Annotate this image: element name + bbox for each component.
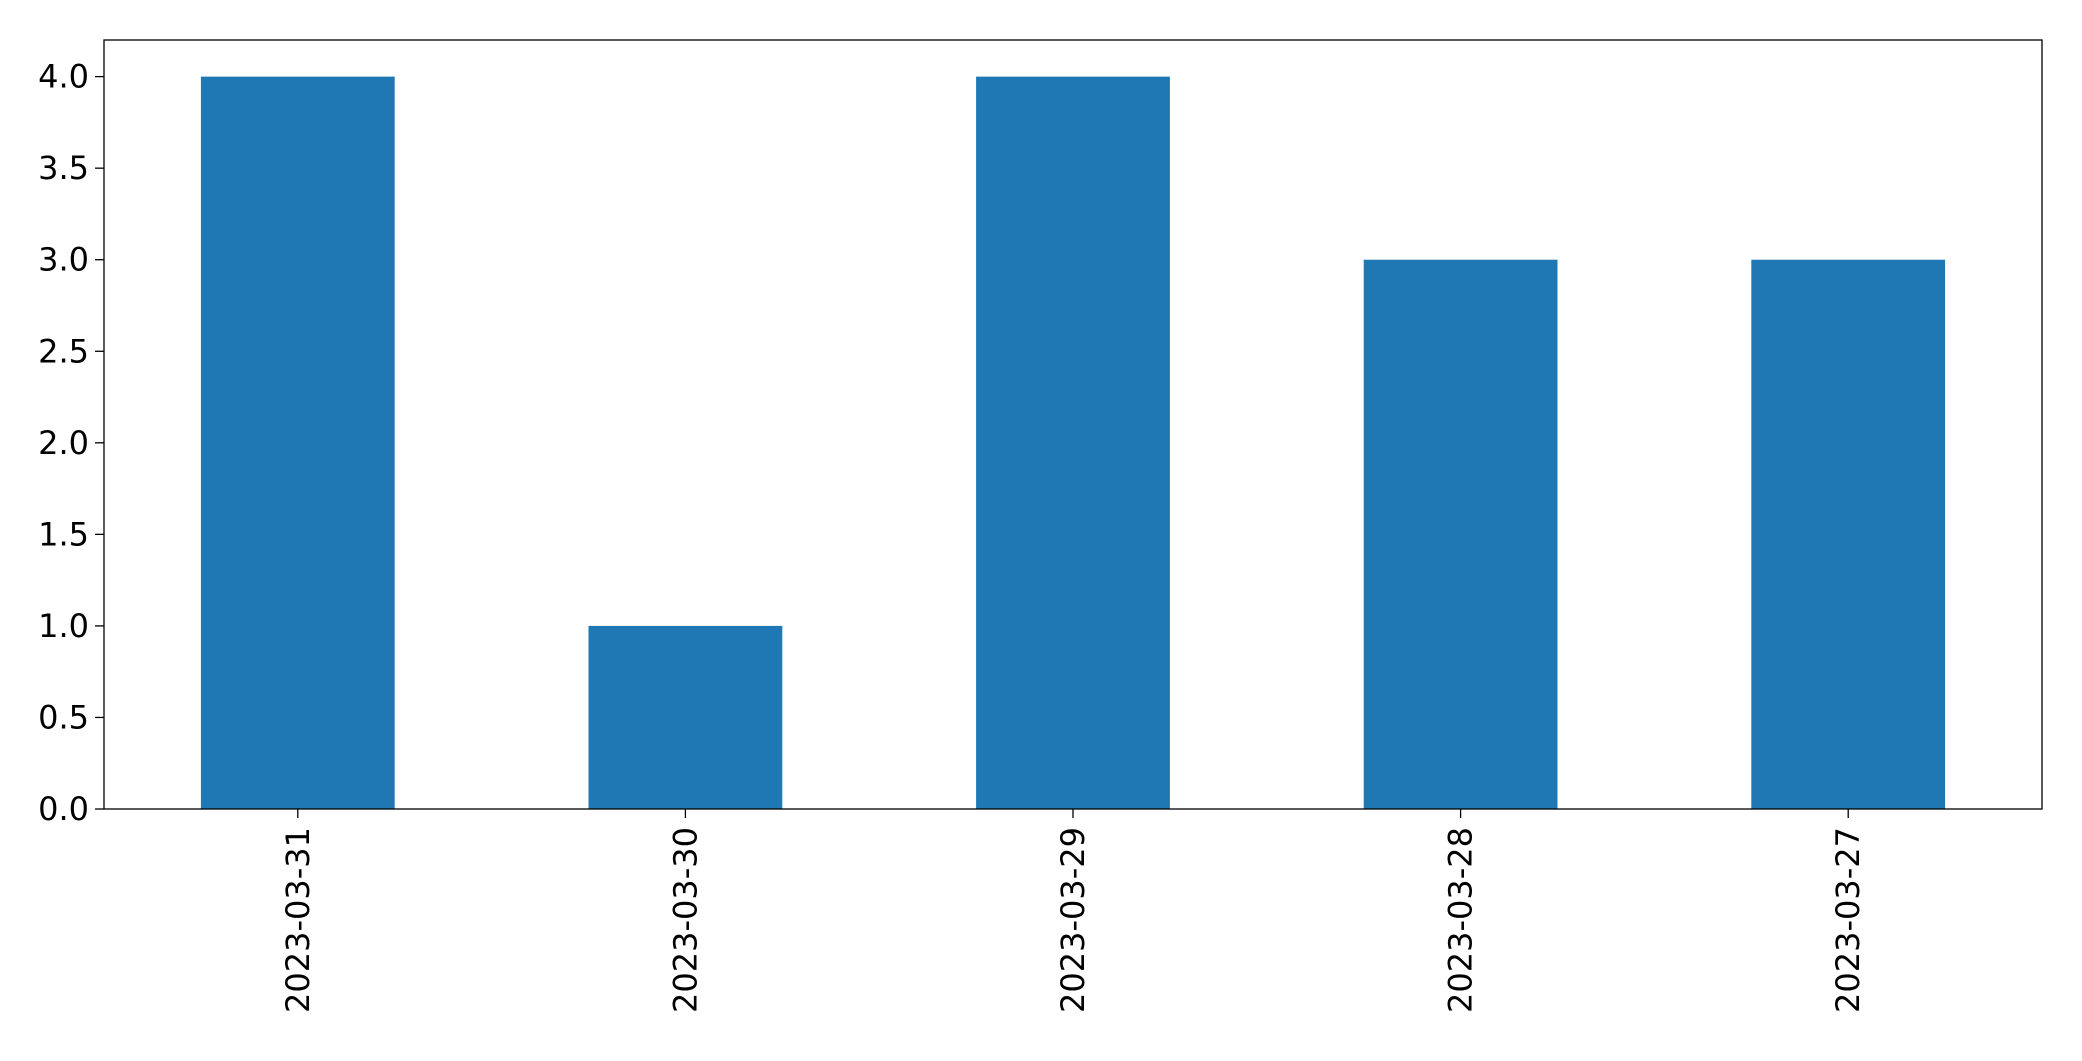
bar — [1751, 259, 1946, 809]
x-tick-label: 2023-03-29 — [1054, 827, 1092, 1013]
bar — [976, 76, 1170, 810]
x-tick-label: 2023-03-31 — [279, 827, 317, 1013]
x-tick-label: 2023-03-28 — [1442, 827, 1480, 1013]
x-tick-label: 2023-03-27 — [1829, 827, 1867, 1013]
y-tick-label: 1.5 — [38, 515, 89, 553]
y-tick-label: 1.0 — [38, 607, 89, 645]
y-tick-label: 3.0 — [38, 241, 89, 279]
plot-frame — [103, 39, 2043, 810]
y-tick-label: 2.0 — [38, 424, 89, 462]
bar — [1363, 259, 1558, 809]
y-tick-label: 0.0 — [38, 790, 89, 828]
x-tick-label: 2023-03-30 — [666, 827, 704, 1013]
y-tick-label: 2.5 — [38, 332, 89, 370]
y-tick-label: 3.5 — [38, 149, 89, 187]
bar — [588, 625, 783, 809]
y-tick-label: 4.0 — [38, 58, 89, 96]
y-tick-label: 0.5 — [38, 698, 89, 736]
bar — [200, 76, 395, 810]
